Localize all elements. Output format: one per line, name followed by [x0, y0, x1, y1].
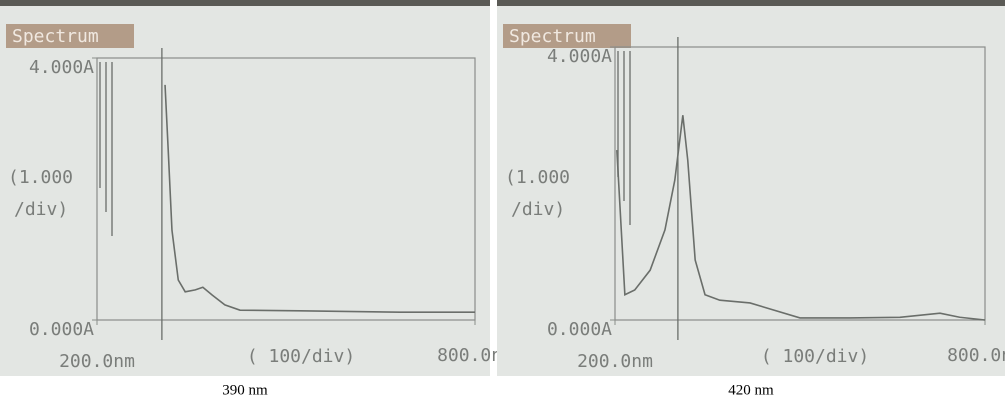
caption: 390 nm: [222, 382, 268, 398]
x-tick-label: 800.0nm: [947, 345, 1005, 366]
y-tick-label: 4.000A: [29, 57, 94, 78]
x-tick-label: 800.0nm: [437, 345, 513, 366]
x-tick-label: 200.0nm: [59, 351, 135, 372]
spectrum-line: [164, 84, 475, 313]
y-tick-label: 4.000A: [547, 46, 612, 67]
y-axis-label: (1.000: [505, 167, 570, 188]
bezel-top: [0, 0, 490, 6]
title-box: [503, 24, 631, 48]
title: Spectrum: [509, 26, 596, 47]
plot-frame: [96, 57, 476, 321]
title: Spectrum: [12, 26, 99, 47]
spectrum-line: [616, 115, 986, 321]
spectrum-panel: Spectrum 0.000A 4.000A 200.0nm 800.0nm (1.000…: [497, 0, 1005, 398]
x-tick-label: 200.0nm: [577, 351, 653, 372]
plot-frame: [614, 46, 986, 321]
y-tick-label: 0.000A: [29, 319, 94, 340]
y-tick-label: 0.000A: [547, 319, 612, 340]
caption: 420 nm: [728, 382, 774, 398]
spectrum-panel: Spectrum 0.000A 4.000A 200.0nm 800.0nm (1.000…: [0, 0, 513, 398]
bezel-top: [497, 0, 1005, 6]
x-axis-label: ( 100/div): [247, 346, 355, 367]
y-axis-label: (1.000: [8, 167, 73, 188]
screen: [0, 0, 490, 376]
x-axis-label: ( 100/div): [761, 346, 869, 367]
title-box: [6, 24, 134, 48]
screen: [497, 0, 1005, 376]
y-axis-label: /div): [511, 199, 565, 220]
y-axis-label: /div): [14, 199, 68, 220]
